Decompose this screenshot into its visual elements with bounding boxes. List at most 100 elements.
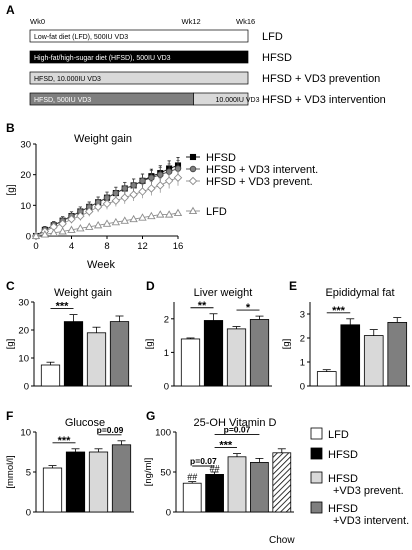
- timeline-row-label: LFD: [262, 31, 283, 43]
- timeline-segment-text: High-fat/high-sugar diet (HFSD), 500IU V…: [34, 55, 171, 62]
- data-point: [93, 220, 103, 229]
- y-tick-label: 30: [20, 140, 31, 151]
- data-point: [93, 202, 103, 212]
- x-tick-label: 0: [33, 241, 38, 252]
- panel-a-timeline: A Wk0 Wk12 Wk16 Low-fat diet (LFD), 500IU VD…: [6, 3, 386, 106]
- x-tick-label: 16: [173, 241, 184, 252]
- x-tick-label: 8: [104, 241, 109, 252]
- legend-label-line: +VD3 prevent.: [333, 485, 404, 497]
- bar: [249, 319, 270, 387]
- legend-swatch: [310, 501, 323, 514]
- timeline-bar-segment: [29, 71, 249, 85]
- y-tick-label: 0: [300, 382, 305, 393]
- data-point: [156, 171, 164, 178]
- bar: [227, 456, 247, 513]
- panel-letter: D: [146, 279, 155, 293]
- y-tick-label: 3: [300, 310, 305, 321]
- chart-title: Glucose: [65, 417, 105, 429]
- y-tick-label: 10: [20, 201, 31, 212]
- timeline-row-label: HFSD: [262, 52, 292, 64]
- legend-label: HFSD: [328, 449, 358, 461]
- data-point: [148, 174, 155, 181]
- data-point: [156, 210, 165, 218]
- data-point: [120, 193, 129, 202]
- x-category-label: Chow: [269, 535, 295, 546]
- significance-label: ***: [56, 301, 70, 313]
- timeline-segment-text: Low-fat diet (LFD), 500IU VD3: [34, 34, 128, 41]
- timeline-segment-text: HFSD, 500IU VD3: [34, 97, 91, 104]
- y-tick-label: 1: [300, 358, 305, 369]
- bar: [272, 452, 292, 513]
- panel-letter-b: B: [6, 121, 15, 135]
- data-point: [58, 227, 67, 235]
- y-tick-label: 0: [164, 382, 169, 393]
- chart-title: Liver weight: [194, 287, 253, 299]
- legend-label-line: HFSD: [328, 473, 358, 485]
- data-point: [67, 225, 76, 233]
- bar: [111, 444, 132, 513]
- panel-letter: G: [146, 409, 155, 423]
- legend-swatch: [310, 427, 323, 440]
- bar-panel-g: G 25-OH Vitamin D 0 50 100 [ng/ml] ## ## Chow p=0…: [143, 409, 295, 546]
- y-axis-label: [g]: [144, 339, 155, 350]
- week-label: Wk12: [182, 17, 201, 26]
- legend-label: HFSD + VD3 intervent.: [206, 164, 318, 176]
- bar: [316, 371, 337, 387]
- timeline-bar-segment: [29, 50, 249, 64]
- y-axis-label: [g]: [281, 339, 292, 350]
- bar: [109, 321, 130, 387]
- significance-label: ***: [332, 305, 346, 317]
- data-point: [139, 177, 146, 185]
- timeline-segment-text: HFSD, 10.000IU VD3: [34, 76, 101, 83]
- panel-letter: E: [289, 279, 297, 293]
- chart-title: 25-OH Vitamin D: [194, 417, 277, 429]
- week-label: Wk0: [30, 17, 45, 26]
- bar: [363, 335, 384, 387]
- y-tick-label: 10: [20, 428, 31, 439]
- data-point: [76, 211, 85, 221]
- y-tick-label: 50: [160, 468, 171, 479]
- y-tick-label: 20: [18, 326, 29, 337]
- timeline-bar-segment: [29, 29, 249, 43]
- y-tick-label: 0: [26, 232, 31, 243]
- panel-letter-a: A: [6, 3, 15, 17]
- data-point: [111, 217, 121, 226]
- bar: [205, 473, 224, 513]
- data-point: [164, 176, 174, 186]
- bar: [88, 451, 109, 513]
- significance-label: p=0.07: [190, 456, 217, 466]
- data-point: [188, 206, 198, 215]
- bar: [387, 321, 408, 387]
- bar: [42, 467, 63, 513]
- bar-label: ##: [210, 463, 220, 473]
- bar-panel-c: C Weight gain 0 10 20 30 [g] ***: [5, 279, 132, 393]
- significance-label: ***: [219, 440, 233, 452]
- chart-title: Weight gain: [74, 133, 132, 145]
- y-tick-label: 5: [26, 468, 31, 479]
- data-point: [138, 187, 147, 196]
- timeline-row-label: HFSD + VD3 prevention: [262, 73, 380, 85]
- data-point: [189, 165, 197, 173]
- legend-label: LFD: [206, 206, 227, 218]
- bar-label: ##: [187, 472, 197, 482]
- bar: [40, 364, 61, 387]
- y-tick-label: 30: [18, 298, 29, 309]
- data-point: [76, 224, 85, 232]
- legend-label-line: HFSD: [328, 503, 358, 515]
- panel-letter: F: [6, 409, 13, 423]
- y-axis-label: [g]: [6, 184, 17, 195]
- y-tick-label: 2: [164, 314, 169, 325]
- data-point: [121, 185, 128, 192]
- legend-label: HFSD: [206, 152, 236, 164]
- legend-label: HFSD +VD3 prevent.: [328, 473, 404, 497]
- bar: [226, 328, 247, 387]
- data-point: [85, 222, 94, 230]
- y-tick-label: 0: [166, 508, 171, 519]
- timeline-segment-text: 10.000IU VD3: [216, 97, 260, 104]
- panel-letter: C: [6, 279, 15, 293]
- legend-swatch: [310, 447, 323, 460]
- data-point: [49, 228, 58, 236]
- y-tick-label: 0: [26, 508, 31, 519]
- data-point: [188, 176, 198, 186]
